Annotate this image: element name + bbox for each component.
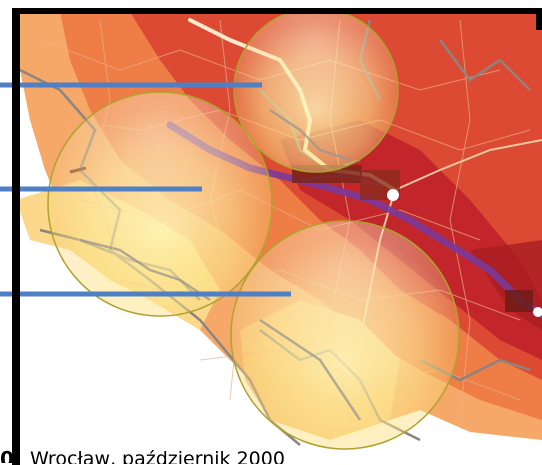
lens-upper: [233, 12, 399, 173]
lens-boundaries: [79, 108, 362, 421]
lens-lower: [230, 220, 460, 450]
figure-number: 0: [0, 448, 14, 465]
callout-pointers: [0, 82, 291, 297]
lens-middle: [47, 91, 273, 317]
frame-top-bar: [12, 8, 542, 14]
frame-right-bar: [536, 8, 542, 30]
figure-caption: Wrocław, październik 2000: [30, 448, 285, 465]
map-area: [16, 12, 542, 450]
frame-left-bar: [12, 12, 20, 465]
road-east: [394, 139, 542, 191]
